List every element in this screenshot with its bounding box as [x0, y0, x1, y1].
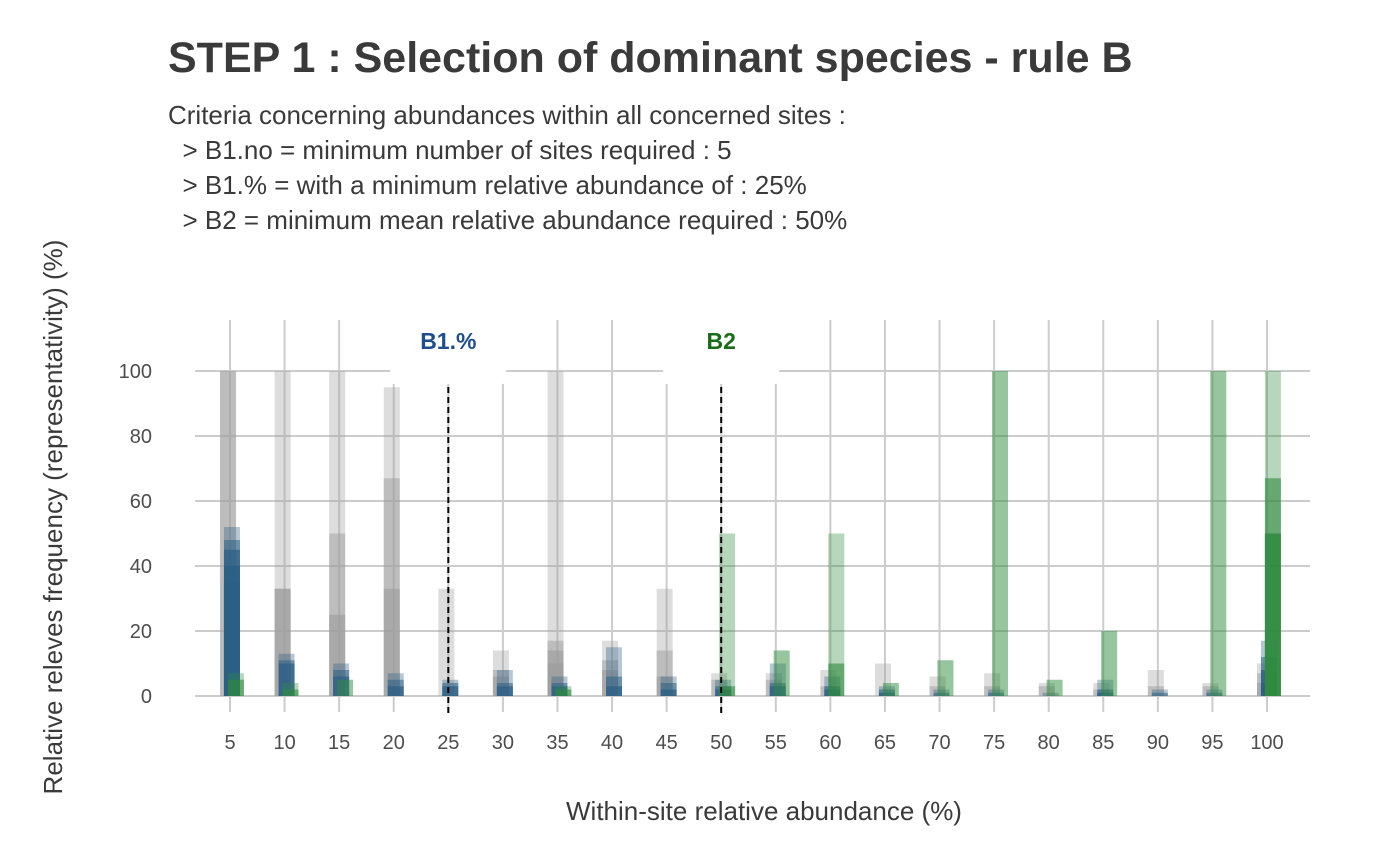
chart-subtitle: Criteria concerning abundances within al… [168, 98, 847, 238]
bar-blue-segment [660, 689, 677, 696]
x-axis-ticks: 5 10 15 20 25 30 35 40 45 50 55 60 65 70 75 80 85 90 95 100 [224, 732, 1283, 754]
y-tick-label: 100 [119, 361, 152, 383]
bar-green-segment [555, 689, 572, 696]
x-tick-label: 60 [819, 732, 841, 754]
x-tick-label: 10 [273, 732, 295, 754]
bar-blue-segment [1151, 692, 1168, 696]
reference-label-box [663, 318, 780, 384]
y-tick-label: 40 [130, 556, 152, 578]
x-tick-label: 45 [656, 732, 678, 754]
bar-blue-segment [278, 663, 295, 696]
bar-green-segment [282, 689, 299, 696]
bar-blue-segment [442, 686, 459, 696]
bar-gray-segment [383, 588, 400, 696]
subtitle-line: > B2 = minimum mean relative abundance r… [168, 205, 848, 235]
y-tick-label: 80 [130, 426, 152, 448]
subtitle-line: Criteria concerning abundances within al… [168, 100, 846, 130]
reference-label-box [390, 318, 507, 384]
reference-label: B1.% [420, 328, 476, 354]
y-axis-ticks: 0 20 40 60 80 100 [119, 361, 152, 708]
bar-green-segment [828, 663, 845, 696]
bar-green-segment [337, 679, 354, 696]
bar-green-segment [1210, 371, 1227, 696]
x-tick-label: 25 [437, 732, 459, 754]
bar-green-segment [1264, 533, 1281, 696]
bar-green-segment [1101, 631, 1118, 696]
bar-green-segment [937, 660, 954, 696]
x-tick-label: 5 [224, 732, 235, 754]
bar-green-segment [1046, 679, 1063, 696]
x-tick-label: 100 [1250, 732, 1283, 754]
bar-green-segment [773, 650, 790, 696]
bar-green-segment [828, 533, 845, 696]
x-tick-label: 35 [546, 732, 568, 754]
x-tick-label: 30 [492, 732, 514, 754]
bar-blue-segment [223, 582, 240, 696]
bar-gray-segment [1147, 686, 1164, 696]
x-axis-label: Within-site relative abundance (%) [566, 796, 962, 826]
bar-green-segment [882, 683, 899, 696]
x-tick-label: 75 [983, 732, 1005, 754]
y-axis-label: Relative releves frequency (representati… [38, 240, 68, 795]
x-tick-label: 90 [1147, 732, 1169, 754]
x-tick-label: 55 [765, 732, 787, 754]
x-tick-label: 70 [928, 732, 950, 754]
subtitle-line: > B1.no = minimum number of sites requir… [168, 135, 732, 165]
x-tick-label: 15 [328, 732, 350, 754]
bar-green-segment [719, 686, 736, 696]
bar-blue-segment [496, 686, 513, 696]
x-tick-label: 50 [710, 732, 732, 754]
bars [220, 371, 1281, 696]
reference-lines: B1.% B2 [390, 318, 780, 714]
chart-title: STEP 1 : Selection of dominant species -… [168, 34, 1133, 82]
bar-green-segment [719, 533, 736, 696]
bar-blue-segment [606, 686, 623, 696]
grid [195, 320, 1310, 712]
subtitle-line: > B1.% = with a minimum relative abundan… [168, 170, 807, 200]
x-tick-label: 80 [1038, 732, 1060, 754]
bar-gray-segment [438, 588, 455, 696]
x-tick-label: 95 [1201, 732, 1223, 754]
x-tick-label: 65 [874, 732, 896, 754]
y-tick-label: 60 [130, 491, 152, 513]
y-tick-label: 0 [141, 686, 152, 708]
bar-green-segment [991, 371, 1008, 696]
y-tick-label: 20 [130, 621, 152, 643]
bar-gray-segment [547, 371, 564, 696]
x-tick-label: 40 [601, 732, 623, 754]
reference-label: B2 [707, 328, 736, 354]
bar-blue-segment [387, 686, 404, 696]
x-tick-label: 20 [383, 732, 405, 754]
x-tick-label: 85 [1092, 732, 1114, 754]
bar-green-segment [227, 679, 244, 696]
